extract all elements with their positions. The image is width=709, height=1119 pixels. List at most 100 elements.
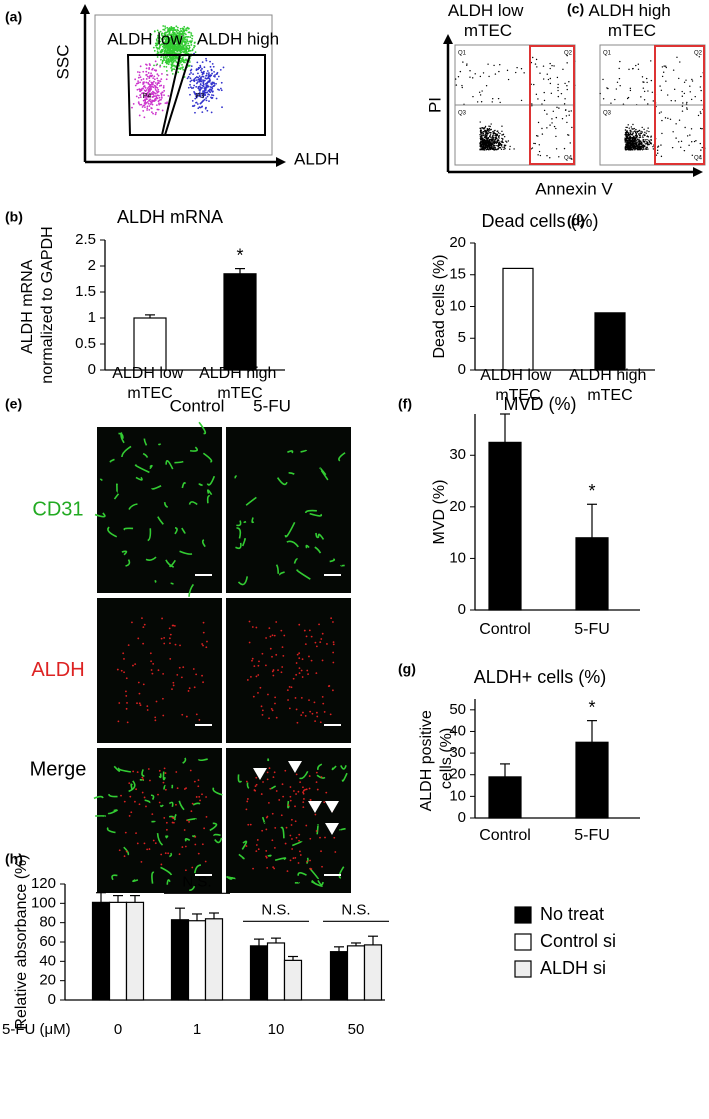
event-dot xyxy=(145,89,148,91)
event-dot xyxy=(144,87,147,89)
event-dot xyxy=(147,93,150,96)
event-dot xyxy=(166,49,169,52)
stain-dot xyxy=(199,799,201,802)
stain-dot xyxy=(294,857,297,859)
event-dot xyxy=(160,98,162,101)
stain-dot xyxy=(316,788,319,791)
event-dot xyxy=(503,146,506,148)
text-line: ALDH low xyxy=(112,365,188,382)
vessel xyxy=(189,446,198,452)
stain-dot xyxy=(154,842,157,845)
y-tick-label: 0 xyxy=(48,991,56,1008)
stain-dot xyxy=(158,769,161,772)
stain-dot xyxy=(193,686,196,689)
event-dot xyxy=(181,60,184,62)
event-dot xyxy=(645,77,648,80)
event-dot xyxy=(189,49,192,52)
event-dot xyxy=(497,132,500,134)
event-dot xyxy=(153,64,155,67)
stain-dot xyxy=(272,669,275,671)
stain-dot xyxy=(246,800,249,803)
event-dot xyxy=(170,69,173,72)
event-dot xyxy=(199,66,202,69)
event-dot xyxy=(555,135,557,138)
stain-dot xyxy=(302,711,304,714)
chart-title: ALDH+ cells (%) xyxy=(474,667,607,687)
vessel xyxy=(311,880,323,887)
arrow-head xyxy=(276,157,286,167)
event-dot xyxy=(494,138,497,140)
stain-dot xyxy=(265,828,268,831)
stain-dot xyxy=(197,779,200,782)
event-dot xyxy=(212,94,215,97)
significance-label: * xyxy=(236,245,243,265)
event-dot xyxy=(539,72,541,74)
event-dot xyxy=(145,70,148,73)
stain-dot xyxy=(202,631,205,634)
event-dot xyxy=(678,77,680,80)
panel-label: (e) xyxy=(5,396,22,412)
event-dot xyxy=(173,59,176,62)
stain-dot xyxy=(195,713,198,716)
y-tick-label: 20 xyxy=(449,766,466,783)
stain-dot xyxy=(252,867,254,870)
event-dot xyxy=(174,29,176,31)
event-dot xyxy=(656,149,659,152)
stain-dot xyxy=(255,675,258,678)
event-dot xyxy=(480,130,482,132)
event-dot xyxy=(642,147,644,149)
row-label: Merge xyxy=(30,758,87,780)
event-dot xyxy=(571,126,573,129)
stain-dot xyxy=(266,778,269,781)
vessel xyxy=(297,872,307,876)
event-dot xyxy=(207,85,210,88)
event-dot xyxy=(212,90,214,93)
event-dot xyxy=(628,136,631,139)
significance-label: N.S. xyxy=(261,901,290,918)
event-dot xyxy=(484,125,487,128)
stain-dot xyxy=(184,869,187,872)
event-dot xyxy=(564,98,566,100)
event-dot xyxy=(493,144,496,147)
stain-dot xyxy=(269,787,272,790)
vessel xyxy=(198,421,207,435)
event-dot xyxy=(203,87,206,90)
stain-dot xyxy=(265,856,268,859)
event-dot xyxy=(210,111,213,114)
event-dot xyxy=(647,142,649,144)
y-tick-label: 0.5 xyxy=(75,335,96,352)
event-dot xyxy=(479,94,482,96)
stain-dot xyxy=(319,721,322,724)
event-dot xyxy=(635,140,638,142)
event-dot xyxy=(520,68,523,70)
vessel xyxy=(99,478,103,482)
event-dot xyxy=(182,68,185,71)
stain-dot xyxy=(273,634,276,637)
event-dot xyxy=(627,134,629,137)
event-dot xyxy=(164,41,167,44)
legend-label: ALDH si xyxy=(540,958,606,978)
event-dot xyxy=(204,107,207,110)
event-dot xyxy=(155,90,158,93)
vessel xyxy=(184,838,191,842)
text-line: ALDH low xyxy=(480,367,556,384)
event-dot xyxy=(158,46,161,49)
stain-dot xyxy=(309,798,312,801)
stain-dot xyxy=(303,629,306,632)
event-dot xyxy=(644,143,646,145)
event-dot xyxy=(494,73,497,75)
event-dot xyxy=(173,52,176,55)
event-dot xyxy=(486,132,489,135)
event-dot xyxy=(488,143,491,146)
event-dot xyxy=(180,38,182,41)
vessel xyxy=(111,874,118,881)
event-dot xyxy=(482,149,485,151)
stain-dot xyxy=(275,790,278,792)
event-dot xyxy=(220,89,223,92)
stain-dot xyxy=(302,786,304,789)
event-dot xyxy=(164,56,167,58)
event-dot xyxy=(479,75,482,78)
stain-dot xyxy=(195,796,198,798)
event-dot xyxy=(191,40,193,42)
event-dot xyxy=(208,100,210,102)
